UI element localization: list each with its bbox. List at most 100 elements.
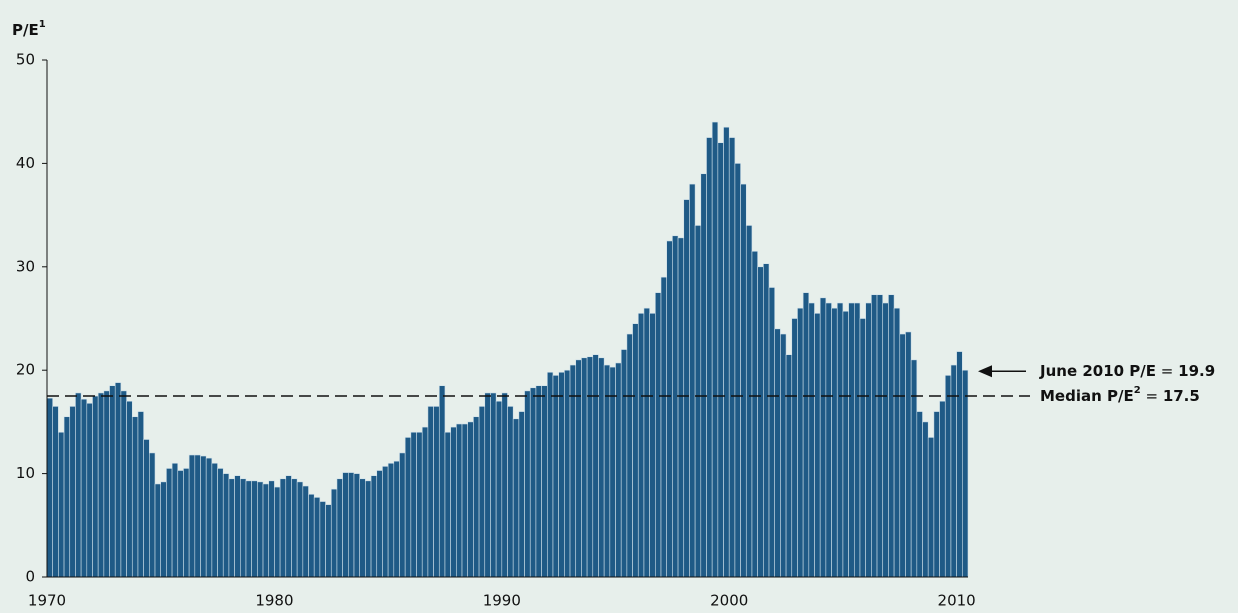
bar	[291, 478, 298, 578]
bar	[166, 468, 173, 578]
bar	[564, 369, 571, 578]
bar	[734, 163, 741, 578]
bar	[728, 137, 736, 578]
bar	[257, 481, 264, 578]
bar	[75, 392, 82, 578]
bar	[689, 183, 696, 578]
y-tick-label: 50	[16, 51, 35, 69]
bar	[797, 307, 804, 578]
bar	[717, 142, 724, 578]
bar	[774, 328, 781, 578]
bar	[529, 387, 537, 578]
bar	[888, 294, 895, 578]
bar	[319, 501, 326, 578]
y-tick-label: 20	[16, 361, 35, 379]
bar	[171, 462, 179, 578]
bar	[348, 472, 355, 578]
bar	[694, 225, 702, 578]
bar	[393, 460, 400, 578]
x-tick-label: 1990	[483, 592, 521, 610]
bar	[63, 416, 71, 578]
y-axis-label: P/E1	[12, 19, 46, 39]
bar	[274, 486, 281, 578]
bar	[222, 473, 230, 578]
bar	[649, 313, 656, 578]
annotation-part: 19.9	[1178, 362, 1215, 380]
bar	[518, 411, 525, 578]
bar	[740, 183, 747, 578]
bar	[672, 235, 679, 578]
bar	[905, 331, 912, 578]
bar	[569, 364, 577, 578]
bar	[251, 480, 258, 578]
annotation-part: =	[1156, 362, 1178, 380]
annotation: Median P/E2 = 17.5	[1040, 385, 1200, 405]
annotation: June 2010 P/E = 19.9	[1039, 362, 1215, 380]
bar	[325, 504, 332, 578]
bar	[814, 313, 821, 578]
bar	[359, 478, 366, 578]
bar	[410, 431, 417, 578]
bar	[757, 266, 764, 578]
bar	[825, 302, 832, 578]
bar	[382, 466, 389, 578]
bar	[200, 455, 207, 578]
y-tick-label: 40	[16, 154, 35, 172]
annotation-part: June 2010 P/E	[1039, 362, 1156, 380]
bar	[552, 375, 559, 578]
bar	[239, 478, 247, 578]
bar	[541, 385, 548, 578]
bar	[467, 421, 474, 578]
bar	[660, 276, 667, 578]
y-tick-label: 30	[16, 257, 35, 275]
bar	[404, 437, 412, 578]
bar	[512, 418, 520, 578]
bar	[632, 323, 639, 578]
bar	[126, 400, 133, 578]
bar	[433, 406, 440, 578]
bar	[865, 302, 872, 578]
bar	[438, 385, 446, 578]
bar	[228, 478, 235, 578]
bar	[262, 483, 270, 578]
bar	[308, 493, 315, 578]
bar	[558, 371, 565, 578]
bar	[933, 411, 940, 578]
bar	[677, 237, 685, 578]
bar	[353, 473, 360, 578]
bar	[143, 439, 150, 578]
bar	[962, 369, 969, 578]
bar	[444, 431, 451, 578]
bar	[831, 307, 838, 578]
bar	[217, 468, 224, 578]
bar	[245, 480, 252, 578]
bar	[586, 356, 594, 578]
x-tick-label: 2000	[710, 592, 748, 610]
bar	[848, 302, 855, 578]
bar	[211, 462, 218, 578]
bar	[279, 478, 287, 578]
bar	[768, 287, 776, 578]
bar	[939, 400, 946, 578]
y-tick-label: 0	[25, 568, 35, 586]
bar	[882, 302, 889, 578]
bar	[853, 302, 861, 578]
bar	[643, 307, 650, 578]
bar	[313, 497, 321, 578]
bar	[683, 199, 690, 578]
bar	[109, 385, 116, 578]
bar	[637, 313, 645, 578]
bar	[706, 137, 713, 578]
bar	[490, 392, 497, 578]
bar	[103, 390, 110, 578]
bar	[120, 390, 127, 578]
annotation-part: 17.5	[1163, 387, 1200, 405]
bar	[376, 470, 383, 578]
arrow-head	[978, 365, 992, 378]
bar	[177, 470, 184, 578]
y-tick-label: 10	[16, 464, 35, 482]
bar	[154, 483, 162, 578]
bar	[330, 488, 338, 578]
bar	[922, 421, 929, 578]
